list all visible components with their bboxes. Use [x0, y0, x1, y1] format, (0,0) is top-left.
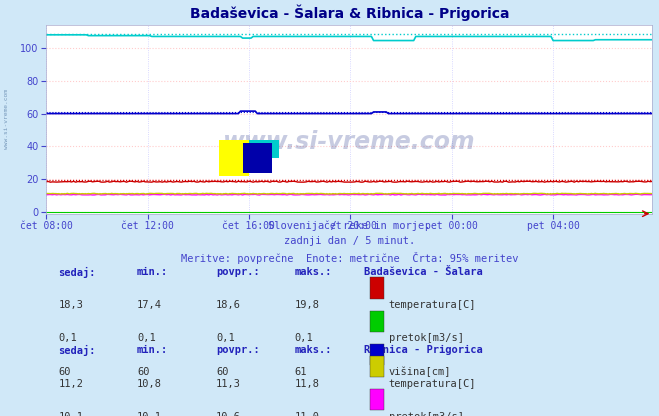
- Text: 18,3: 18,3: [58, 300, 83, 310]
- Text: sedaj:: sedaj:: [58, 345, 96, 357]
- Text: pretok[m3/s]: pretok[m3/s]: [389, 333, 464, 343]
- Text: pretok[m3/s]: pretok[m3/s]: [389, 412, 464, 416]
- Text: 10,6: 10,6: [216, 412, 241, 416]
- Bar: [370, 311, 384, 332]
- Text: 61: 61: [295, 366, 307, 376]
- Text: Badaševica - Šalara: Badaševica - Šalara: [364, 267, 483, 277]
- Bar: [219, 140, 249, 176]
- Text: Ribnica - Prigorica: Ribnica - Prigorica: [364, 345, 483, 355]
- Text: 10,1: 10,1: [58, 412, 83, 416]
- Text: višina[cm]: višina[cm]: [389, 366, 451, 377]
- Text: povpr.:: povpr.:: [216, 345, 260, 355]
- Text: www.si-vreme.com: www.si-vreme.com: [223, 130, 476, 154]
- Text: povpr.:: povpr.:: [216, 267, 260, 277]
- Bar: [370, 344, 384, 365]
- Text: 0,1: 0,1: [137, 333, 156, 343]
- Text: 11,0: 11,0: [295, 412, 320, 416]
- Text: www.si-vreme.com: www.si-vreme.com: [4, 89, 9, 149]
- Text: 11,8: 11,8: [295, 379, 320, 389]
- Text: 18,6: 18,6: [216, 300, 241, 310]
- Text: 10,1: 10,1: [137, 412, 162, 416]
- Text: temperatura[C]: temperatura[C]: [389, 379, 476, 389]
- Bar: [370, 277, 384, 299]
- Bar: [370, 389, 384, 410]
- Text: 60: 60: [58, 366, 71, 376]
- Title: Badaševica - Šalara & Ribnica - Prigorica: Badaševica - Šalara & Ribnica - Prigoric…: [190, 5, 509, 21]
- Text: 60: 60: [216, 366, 229, 376]
- Text: 19,8: 19,8: [295, 300, 320, 310]
- Text: 17,4: 17,4: [137, 300, 162, 310]
- Text: 0,1: 0,1: [216, 333, 235, 343]
- Bar: [370, 356, 384, 377]
- Text: maks.:: maks.:: [295, 345, 332, 355]
- Text: 11,2: 11,2: [58, 379, 83, 389]
- Text: maks.:: maks.:: [295, 267, 332, 277]
- Text: 10,8: 10,8: [137, 379, 162, 389]
- Text: min.:: min.:: [137, 267, 168, 277]
- Text: 0,1: 0,1: [58, 333, 77, 343]
- Text: 11,3: 11,3: [216, 379, 241, 389]
- Text: Slovenija / reke in morje.
zadnji dan / 5 minut.
Meritve: povprečne  Enote: metr: Slovenija / reke in morje. zadnji dan / …: [181, 221, 518, 264]
- Text: sedaj:: sedaj:: [58, 267, 96, 278]
- Text: min.:: min.:: [137, 345, 168, 355]
- Bar: [243, 143, 272, 173]
- Text: 60: 60: [137, 366, 150, 376]
- Text: 0,1: 0,1: [295, 333, 314, 343]
- Bar: [249, 140, 279, 158]
- Text: temperatura[C]: temperatura[C]: [389, 300, 476, 310]
